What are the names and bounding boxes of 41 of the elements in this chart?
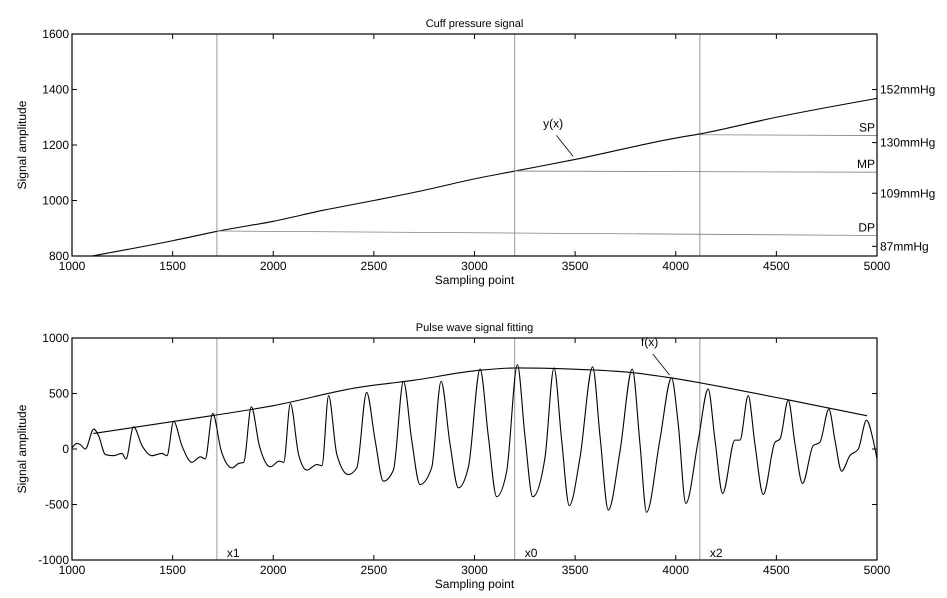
y-axis-title: Signal amplitude bbox=[15, 100, 29, 190]
y-tick-label: -500 bbox=[44, 498, 70, 512]
chart-title: Pulse wave signal fitting bbox=[416, 322, 534, 334]
y-tick-label: 1000 bbox=[42, 194, 70, 208]
x-tick-label: 2000 bbox=[260, 563, 287, 577]
y-tick-label: 1600 bbox=[42, 27, 70, 41]
series-label: DP bbox=[858, 220, 875, 234]
y-tick-label: 0 bbox=[62, 442, 70, 456]
x-tick-label: 4500 bbox=[763, 563, 790, 577]
y-tick-label: 1400 bbox=[42, 82, 70, 96]
y-tick-label: 1000 bbox=[42, 331, 70, 345]
y2-tick-label: 109mmHg bbox=[880, 186, 936, 200]
x-tick-label: 3500 bbox=[562, 259, 589, 273]
series-label: SP bbox=[858, 120, 875, 135]
x-tick-label: 4000 bbox=[662, 563, 690, 577]
x-tick-label: 5000 bbox=[864, 259, 891, 273]
x-tick-label: 3500 bbox=[562, 563, 589, 577]
x-tick-label: 1500 bbox=[159, 563, 186, 577]
x-tick-label: 4000 bbox=[662, 259, 690, 273]
ref-line-label: x2 bbox=[710, 546, 723, 560]
y2-tick-label: 152mmHg bbox=[880, 82, 936, 96]
x-tick-label: 3000 bbox=[461, 259, 488, 273]
x-tick-label: 4500 bbox=[763, 259, 790, 273]
y-tick-label: 1200 bbox=[42, 138, 70, 152]
chart-title: Cuff pressure signal bbox=[426, 18, 524, 30]
x-tick-label: 2500 bbox=[360, 563, 388, 577]
series-label: MP bbox=[857, 157, 875, 172]
x-tick-label: 2000 bbox=[260, 259, 287, 273]
x-axis-title: Sampling point bbox=[434, 273, 515, 287]
x-tick-label: 2500 bbox=[360, 259, 388, 273]
ref-line-label: x1 bbox=[226, 546, 240, 560]
x-tick-label: 1500 bbox=[159, 259, 186, 273]
ref-line-label: x0 bbox=[524, 546, 538, 560]
y2-tick-label: 130mmHg bbox=[880, 136, 936, 150]
y-tick-label: 500 bbox=[48, 386, 70, 400]
x-tick-label: 5000 bbox=[864, 563, 891, 577]
text: y(x) bbox=[543, 116, 564, 130]
x-tick-label: 3000 bbox=[461, 563, 488, 577]
x-axis-title: Sampling point bbox=[434, 577, 515, 591]
y-axis-title: Signal amplitude bbox=[15, 404, 29, 494]
y2-tick-label: 87mmHg bbox=[880, 239, 929, 254]
